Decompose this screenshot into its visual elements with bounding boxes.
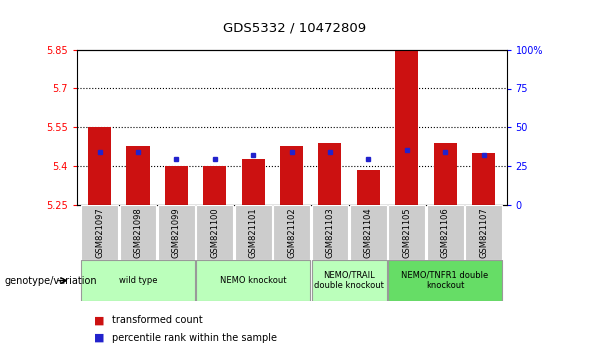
Text: NEMO knockout: NEMO knockout xyxy=(220,276,286,285)
Text: GDS5332 / 10472809: GDS5332 / 10472809 xyxy=(223,21,366,34)
Text: GSM821104: GSM821104 xyxy=(364,207,373,258)
Bar xyxy=(319,143,342,205)
Bar xyxy=(81,260,195,301)
Bar xyxy=(388,205,425,260)
Bar xyxy=(196,260,310,301)
Text: GSM821106: GSM821106 xyxy=(441,207,449,258)
Text: GSM821100: GSM821100 xyxy=(210,207,219,258)
Text: transformed count: transformed count xyxy=(112,315,203,325)
Bar xyxy=(434,143,456,205)
Bar xyxy=(426,205,464,260)
Bar xyxy=(81,205,118,260)
Bar xyxy=(312,205,348,260)
Text: GSM821102: GSM821102 xyxy=(287,207,296,258)
Bar xyxy=(472,153,495,205)
Bar xyxy=(357,170,380,205)
Bar xyxy=(196,205,233,260)
Bar xyxy=(203,166,226,205)
Text: GSM821107: GSM821107 xyxy=(479,207,488,258)
Bar xyxy=(312,260,387,301)
Text: GSM821101: GSM821101 xyxy=(249,207,257,258)
Text: wild type: wild type xyxy=(119,276,157,285)
Bar xyxy=(350,205,387,260)
Text: GSM821105: GSM821105 xyxy=(402,207,411,258)
Text: ■: ■ xyxy=(94,315,105,325)
Bar xyxy=(120,205,157,260)
Text: GSM821098: GSM821098 xyxy=(134,207,143,258)
Bar xyxy=(235,205,272,260)
Bar xyxy=(127,145,150,205)
Text: NEMO/TNFR1 double
knockout: NEMO/TNFR1 double knockout xyxy=(402,271,489,290)
Text: NEMO/TRAIL
double knockout: NEMO/TRAIL double knockout xyxy=(314,271,384,290)
Text: GSM821099: GSM821099 xyxy=(172,207,181,258)
Bar xyxy=(88,127,111,205)
Bar xyxy=(273,205,310,260)
Bar xyxy=(465,205,502,260)
Text: ■: ■ xyxy=(94,333,105,343)
Bar xyxy=(395,50,418,205)
Bar xyxy=(241,159,264,205)
Bar xyxy=(165,166,188,205)
Bar xyxy=(388,260,502,301)
Text: GSM821097: GSM821097 xyxy=(95,207,104,258)
Text: genotype/variation: genotype/variation xyxy=(5,275,97,286)
Bar xyxy=(280,145,303,205)
Bar xyxy=(158,205,195,260)
Text: percentile rank within the sample: percentile rank within the sample xyxy=(112,333,277,343)
Text: GSM821103: GSM821103 xyxy=(326,207,335,258)
